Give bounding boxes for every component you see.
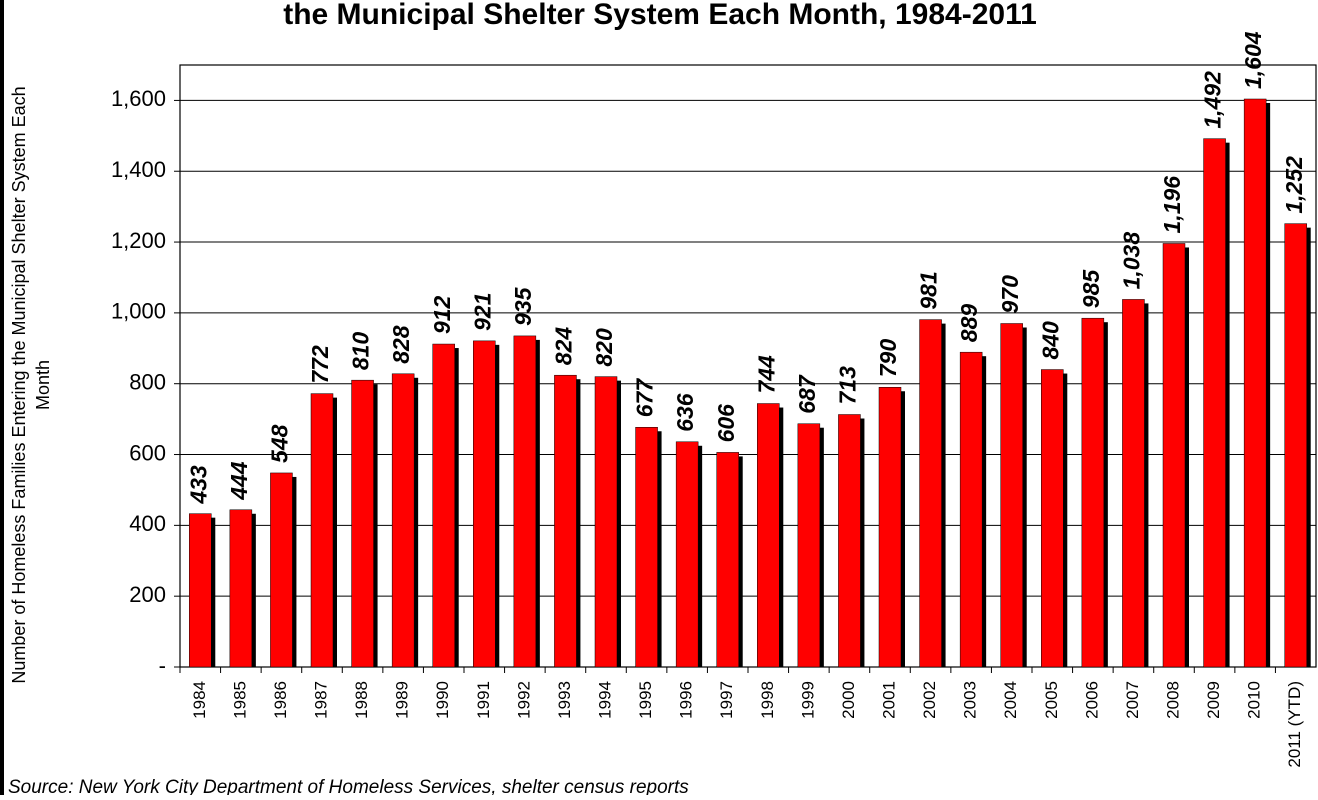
x-tick-label: 2009 <box>1204 681 1223 719</box>
bar <box>270 472 293 668</box>
bar <box>838 414 861 668</box>
bar <box>473 340 496 668</box>
bar <box>594 376 618 668</box>
x-tick-label: 2005 <box>1042 681 1061 719</box>
data-label: 912 <box>429 295 455 334</box>
x-tick-label: 2004 <box>1001 681 1020 719</box>
data-label: 444 <box>226 461 252 501</box>
bar <box>716 452 739 668</box>
bar <box>1243 98 1267 668</box>
y-axis-label: Month <box>33 360 53 410</box>
bar <box>1162 243 1186 668</box>
x-tick-label: 1998 <box>758 681 777 719</box>
bar <box>432 343 455 668</box>
data-label: 790 <box>875 339 901 378</box>
data-label: 1,604 <box>1240 31 1266 89</box>
x-tick-label: 2001 <box>879 681 898 719</box>
x-tick-label: 2002 <box>920 681 939 719</box>
y-tick-label: 400 <box>129 511 166 536</box>
bar <box>797 423 821 668</box>
x-tick-label: 2000 <box>839 681 858 719</box>
bar <box>1041 369 1064 668</box>
data-label: 1,252 <box>1281 156 1307 214</box>
x-tick-label: 1992 <box>514 681 533 719</box>
x-tick-label: 1996 <box>677 681 696 719</box>
y-tick-label: 1,600 <box>111 86 166 111</box>
bar <box>1081 317 1105 668</box>
data-label: 828 <box>388 325 414 364</box>
bar <box>189 513 212 668</box>
y-tick-label: 200 <box>129 582 166 607</box>
bar <box>959 351 983 668</box>
bar <box>1284 223 1307 668</box>
x-tick-label: 2007 <box>1123 681 1142 719</box>
x-tick-label: 1984 <box>190 681 209 719</box>
data-label: 677 <box>632 378 658 418</box>
x-tick-label: 1995 <box>636 681 655 719</box>
y-tick-label: 1,400 <box>111 157 166 182</box>
data-label: 820 <box>591 328 617 367</box>
data-label: 687 <box>794 374 820 414</box>
data-label: 935 <box>510 286 536 326</box>
source-note: Source: New York City Department of Home… <box>8 777 689 795</box>
data-label: 985 <box>1078 269 1104 309</box>
data-label: 1,038 <box>1119 232 1145 290</box>
data-label: 921 <box>469 292 495 330</box>
bar <box>513 335 537 668</box>
bar <box>554 374 577 668</box>
data-label: 1,196 <box>1159 176 1185 234</box>
x-tick-label: 1994 <box>595 681 614 719</box>
bar <box>919 319 942 668</box>
bar <box>757 403 780 668</box>
x-tick-label: 1999 <box>798 681 817 719</box>
x-tick-label: 1991 <box>474 681 493 719</box>
y-tick-label: - <box>159 653 166 678</box>
x-tick-label: 2003 <box>961 681 980 719</box>
x-tick-label: 2010 <box>1245 681 1264 719</box>
bar <box>1000 323 1023 668</box>
data-label: 824 <box>551 327 577 366</box>
bar <box>351 379 374 668</box>
data-label: 548 <box>267 424 293 463</box>
bar <box>1122 299 1145 668</box>
data-label: 606 <box>713 404 739 443</box>
y-tick-label: 1,000 <box>111 299 166 324</box>
x-tick-label: 1987 <box>311 681 330 719</box>
y-tick-label: 1,200 <box>111 228 166 253</box>
left-edge <box>0 0 4 795</box>
x-tick-label: 2011 (YTD) <box>1285 681 1304 768</box>
data-label: 810 <box>348 332 374 371</box>
x-tick-label: 1990 <box>433 681 452 719</box>
bar <box>675 441 699 668</box>
y-tick-label: 800 <box>129 370 166 395</box>
x-tick-label: 2008 <box>1163 681 1182 719</box>
data-label: 433 <box>185 465 211 505</box>
x-tick-label: 1997 <box>717 681 736 719</box>
x-tick-label: 1985 <box>230 681 249 719</box>
data-label: 1,492 <box>1200 71 1226 129</box>
bar <box>229 509 253 668</box>
bar <box>391 373 415 668</box>
data-label: 970 <box>997 275 1023 314</box>
bar <box>635 427 658 668</box>
data-label: 636 <box>672 393 698 432</box>
x-tick-label: 1989 <box>393 681 412 719</box>
y-tick-label: 600 <box>129 440 166 465</box>
x-tick-label: 1993 <box>555 681 574 719</box>
bar <box>878 386 902 668</box>
bar <box>1203 138 1226 668</box>
chart-title: the Municipal Shelter System Each Month,… <box>283 0 1037 31</box>
x-tick-label: 1988 <box>352 681 371 719</box>
data-label: 840 <box>1037 321 1063 360</box>
y-axis-label: Number of Homeless Families Entering the… <box>9 86 29 683</box>
x-tick-label: 2006 <box>1082 681 1101 719</box>
x-tick-label: 1986 <box>271 681 290 719</box>
data-label: 981 <box>916 271 942 309</box>
data-label: 713 <box>835 366 861 405</box>
bar <box>310 393 334 668</box>
data-label: 744 <box>753 355 779 394</box>
data-label: 772 <box>307 345 333 384</box>
data-label: 889 <box>956 304 982 343</box>
